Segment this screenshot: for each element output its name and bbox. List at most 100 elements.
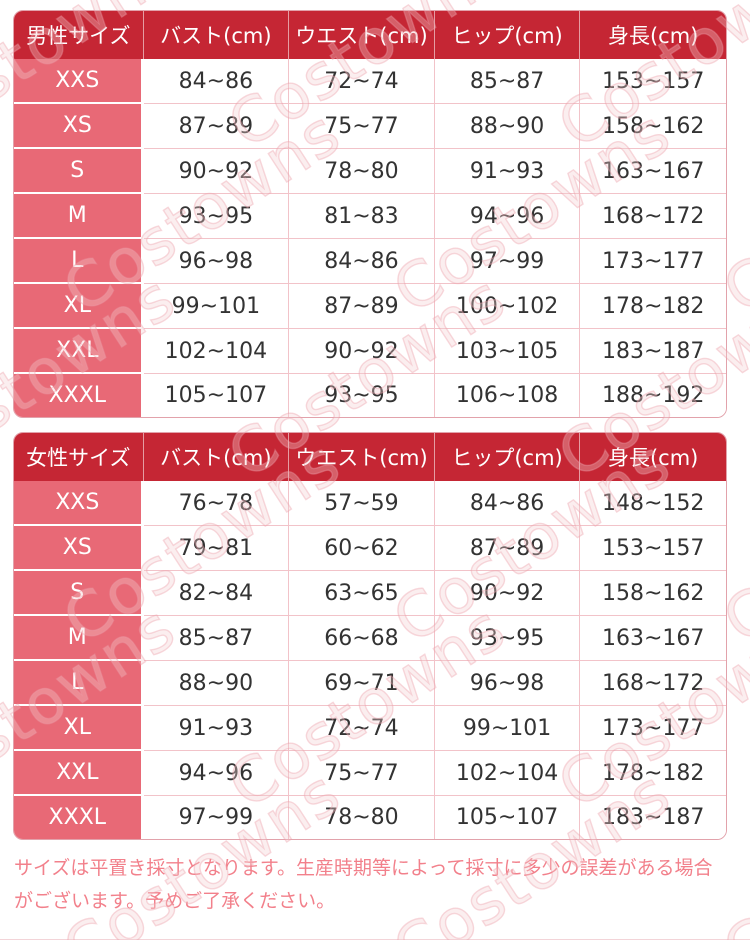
measurement-value: 94~96: [143, 751, 290, 796]
measurement-value: 93~95: [289, 374, 435, 417]
size-row: XXL 94~96 75~77 102~104 178~182: [14, 751, 726, 796]
measurement-value: 158~162: [580, 571, 726, 616]
measurement-value: 173~177: [580, 239, 726, 284]
measurement-value: 72~74: [289, 59, 435, 104]
measure-column-header: ヒップ(cm): [434, 433, 581, 481]
size-label: XXXL: [14, 796, 144, 839]
measurement-value: 178~182: [580, 284, 726, 329]
measurement-value: 90~92: [289, 329, 435, 374]
measurement-value: 57~59: [289, 481, 435, 526]
measurement-value: 81~83: [289, 194, 435, 239]
measurement-value: 78~80: [289, 149, 435, 194]
size-row: XL 91~93 72~74 99~101 173~177: [14, 706, 726, 751]
measurement-value: 93~95: [434, 616, 581, 661]
measurement-value: 69~71: [289, 661, 435, 706]
size-row: XXL 102~104 90~92 103~105 183~187: [14, 329, 726, 374]
measure-column-header: ウエスト(cm): [289, 11, 435, 59]
size-row: S 90~92 78~80 91~93 163~167: [14, 149, 726, 194]
measurement-value: 158~162: [580, 104, 726, 149]
measurement-value: 63~65: [289, 571, 435, 616]
measurement-value: 87~89: [289, 284, 435, 329]
size-column-header: 男性サイズ: [14, 11, 144, 59]
measurement-value: 85~87: [434, 59, 581, 104]
mens-size-table-grid: 男性サイズ バスト(cm) ウエスト(cm) ヒップ(cm) 身長(cm) XXS 84~8…: [14, 11, 726, 417]
measurement-value: 99~101: [143, 284, 290, 329]
measurement-value: 105~107: [434, 796, 581, 839]
size-row: S 82~84 63~65 90~92 158~162: [14, 571, 726, 616]
measurement-value: 153~157: [580, 526, 726, 571]
size-column-header: 女性サイズ: [14, 433, 144, 481]
measure-column-header: 身長(cm): [580, 11, 726, 59]
measurement-value: 78~80: [289, 796, 435, 839]
measurement-value: 102~104: [143, 329, 290, 374]
measurement-value: 94~96: [434, 194, 581, 239]
measurement-value: 91~93: [143, 706, 290, 751]
measure-column-header: ヒップ(cm): [434, 11, 581, 59]
measurement-value: 102~104: [434, 751, 581, 796]
measurement-value: 91~93: [434, 149, 581, 194]
size-label: S: [14, 571, 144, 616]
measurement-value: 178~182: [580, 751, 726, 796]
size-label: L: [14, 239, 144, 284]
measurement-value: 72~74: [289, 706, 435, 751]
size-row: XXXL 97~99 78~80 105~107 183~187: [14, 796, 726, 839]
size-label: XXS: [14, 481, 144, 526]
measure-column-header: ウエスト(cm): [289, 433, 435, 481]
measurement-value: 96~98: [143, 239, 290, 284]
header-row: 女性サイズ バスト(cm) ウエスト(cm) ヒップ(cm) 身長(cm): [14, 433, 726, 481]
womens-size-table: 女性サイズ バスト(cm) ウエスト(cm) ヒップ(cm) 身長(cm) XXS 76~7…: [13, 432, 727, 840]
measurement-value: 168~172: [580, 194, 726, 239]
measurement-value: 87~89: [434, 526, 581, 571]
measurement-value: 90~92: [434, 571, 581, 616]
measurement-value: 75~77: [289, 751, 435, 796]
measurement-value: 79~81: [143, 526, 290, 571]
measurement-value: 183~187: [580, 796, 726, 839]
size-note: サイズは平置き採寸となります。生産時期等によって採寸に多少の誤差がある場合がござ…: [14, 857, 713, 912]
measurement-value: 84~86: [143, 59, 290, 104]
measurement-value: 93~95: [143, 194, 290, 239]
womens-size-table-grid: 女性サイズ バスト(cm) ウエスト(cm) ヒップ(cm) 身長(cm) XXS 76~7…: [14, 433, 726, 839]
size-row: XS 79~81 60~62 87~89 153~157: [14, 526, 726, 571]
measurement-value: 87~89: [143, 104, 290, 149]
size-row: XL 99~101 87~89 100~102 178~182: [14, 284, 726, 329]
measurement-value: 148~152: [580, 481, 726, 526]
measurement-value: 188~192: [580, 374, 726, 417]
size-row: XXXL 105~107 93~95 106~108 188~192: [14, 374, 726, 417]
size-row: M 85~87 66~68 93~95 163~167: [14, 616, 726, 661]
size-label: XS: [14, 104, 144, 149]
measurement-value: 153~157: [580, 59, 726, 104]
measure-column-header: バスト(cm): [143, 11, 290, 59]
size-row: XXS 84~86 72~74 85~87 153~157: [14, 59, 726, 104]
measurement-value: 100~102: [434, 284, 581, 329]
measurement-value: 105~107: [143, 374, 290, 417]
measurement-value: 96~98: [434, 661, 581, 706]
size-label: XL: [14, 706, 144, 751]
size-row: M 93~95 81~83 94~96 168~172: [14, 194, 726, 239]
measurement-value: 84~86: [289, 239, 435, 284]
measure-column-header: バスト(cm): [143, 433, 290, 481]
size-label: S: [14, 149, 144, 194]
measurement-value: 168~172: [580, 661, 726, 706]
measurement-value: 85~87: [143, 616, 290, 661]
measurement-value: 84~86: [434, 481, 581, 526]
measurement-value: 106~108: [434, 374, 581, 417]
size-row: XS 87~89 75~77 88~90 158~162: [14, 104, 726, 149]
size-label: XXL: [14, 329, 144, 374]
measurement-value: 97~99: [143, 796, 290, 839]
measurement-value: 75~77: [289, 104, 435, 149]
measurement-value: 173~177: [580, 706, 726, 751]
measurement-value: 99~101: [434, 706, 581, 751]
measure-column-header: 身長(cm): [580, 433, 726, 481]
measurement-value: 82~84: [143, 571, 290, 616]
measurement-value: 97~99: [434, 239, 581, 284]
size-label: L: [14, 661, 144, 706]
size-label: XS: [14, 526, 144, 571]
size-row: L 88~90 69~71 96~98 168~172: [14, 661, 726, 706]
size-label: XXXL: [14, 374, 144, 417]
size-label: M: [14, 194, 144, 239]
measurement-value: 163~167: [580, 149, 726, 194]
measurement-value: 88~90: [434, 104, 581, 149]
measurement-value: 88~90: [143, 661, 290, 706]
mens-size-table: 男性サイズ バスト(cm) ウエスト(cm) ヒップ(cm) 身長(cm) XXS 84~8…: [13, 10, 727, 418]
